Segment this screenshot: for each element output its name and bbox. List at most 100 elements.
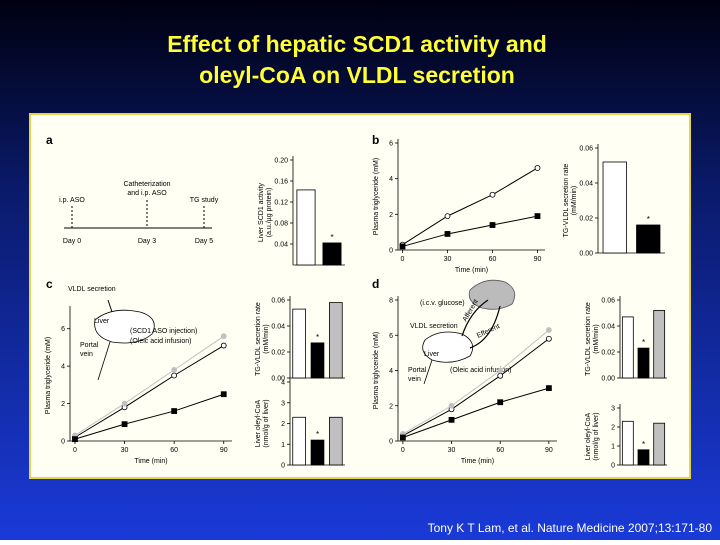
diagram-label: i.p. ASO [59,197,85,204]
diagram-label: (SCD1 ASO injection) [130,328,197,335]
significance-mark: * [647,215,650,224]
point [220,342,227,349]
y-tick-label: 2 [61,401,65,408]
x-tick-label: 0 [401,447,405,454]
y-tick-label: 6 [389,333,393,340]
bar [329,302,343,379]
series-line [74,393,224,440]
y-axis-label: Liver SCD1 activity [258,182,265,242]
y-tick-label: 0.02 [601,350,615,357]
figure-frame [29,113,691,479]
bar [653,309,666,379]
bar [322,242,342,266]
x-axis-label: Time (min) [134,458,167,465]
diagram-label: and i.p. ASO [127,190,167,197]
point [545,385,552,392]
series-line [402,329,550,435]
y-tick-label: 3 [611,406,615,413]
diagram-label: (Oleic acid infusion) [450,367,511,374]
series-line [402,387,550,438]
bar [296,189,316,266]
y-tick-label: 0.08 [274,221,288,228]
point [497,399,504,406]
diagram-label: (Oleic acid infusion) [130,338,191,345]
x-tick-label: 90 [534,256,542,263]
point [399,434,406,441]
bar [653,422,666,466]
y-tick-label: 0.02 [579,216,593,223]
y-axis-label: Plasma triglyceride (mM) [373,158,380,235]
y-tick-label: 2 [389,403,393,410]
y-axis-label: (mM/min) [593,324,600,354]
point [489,222,496,228]
x-axis-label: Time (min) [461,458,494,465]
diagram-label: Portal [408,367,427,374]
nerve-arrows [461,299,501,349]
point [399,243,406,250]
point [545,335,552,342]
diagram-label: Catheterization [123,181,170,188]
point [489,191,496,198]
diagram-label: vein [80,351,93,358]
point [171,366,178,373]
y-tick-label: 0 [389,248,393,255]
diagram-label: vein [408,376,421,383]
diagram-label: VLDL secretion [410,323,458,330]
point [497,372,504,379]
y-tick-label: 0.04 [601,324,615,331]
bar [310,342,325,379]
point [171,372,178,379]
y-tick-label: 0.06 [271,298,285,305]
y-tick-label: 0.20 [274,158,288,165]
y-tick-label: 0.06 [579,146,593,153]
bar [637,449,650,466]
bar [621,316,634,379]
y-axis-label: (a.u./µg protein) [266,188,273,238]
diagram-label: TG study [190,197,219,204]
y-tick-label: 2 [611,425,615,432]
x-tick-label: 30 [444,256,452,263]
y-axis-label: (nmol/g of liver) [593,412,600,460]
x-tick-label: 90 [545,447,553,454]
y-tick-label: 0.16 [274,179,288,186]
significance-mark: * [330,233,333,242]
point [534,213,541,220]
y-tick-label: 4 [281,380,285,387]
y-tick-label: 0 [281,463,285,470]
y-tick-label: 0.00 [579,251,593,258]
x-tick-label: 30 [121,447,129,454]
arrow [107,299,113,313]
diagram-label: Liver [94,318,110,325]
panel-letter: b [372,133,379,147]
diagram-label: VLDL secretion [68,286,116,293]
liver-outline [94,309,155,381]
significance-mark: * [642,440,645,449]
y-tick-label: 0.04 [271,324,285,331]
y-tick-label: 0.00 [271,376,285,383]
y-axis-label: Liver oleyl-CoA [255,399,262,447]
x-tick-label: 30 [448,447,456,454]
y-tick-label: 0.02 [271,350,285,357]
point [545,327,552,333]
y-tick-label: 4 [61,364,65,371]
y-tick-label: 8 [389,298,393,305]
series-line [402,215,538,247]
y-tick-label: 0 [61,439,65,446]
panel-letter: d [372,277,379,291]
x-tick-label: 0 [401,256,405,263]
title-line: oleyl-CoA on VLDL secretion [199,62,515,88]
citation: Tony K T Lam, et al. Nature Medicine 200… [428,521,713,535]
y-tick-label: 6 [61,326,65,333]
y-tick-label: 0 [389,439,393,446]
y-axis-label: TG-VLDL secretion rate [563,164,570,238]
y-axis-label: Liver oleyl-CoA [585,412,592,460]
y-axis-label: Plasma triglyceride (mM) [373,332,380,409]
y-tick-label: 2 [389,212,393,219]
y-tick-label: 6 [389,141,393,148]
y-tick-label: 4 [389,368,393,375]
point [448,402,455,409]
x-tick-label: 60 [489,256,497,263]
bar [602,161,627,254]
diagram-label: Day 5 [195,238,213,245]
